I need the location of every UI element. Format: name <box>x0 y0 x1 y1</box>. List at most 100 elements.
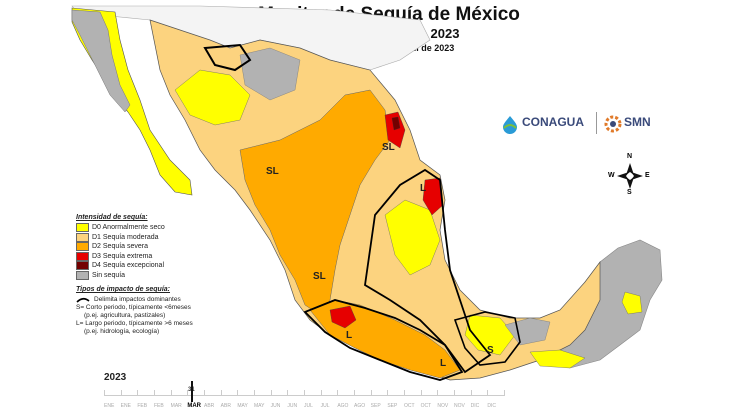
region-label: L <box>420 183 427 194</box>
timeline-month[interactable]: FEB <box>154 403 164 409</box>
timeline-month[interactable]: SEP <box>387 403 398 409</box>
short-term-line2: (p.ej. agricultura, pastizales) <box>84 312 166 319</box>
timeline-tick <box>337 390 339 396</box>
d0-yucatan <box>621 291 643 315</box>
timeline-month[interactable]: ABR <box>204 403 215 409</box>
d2-interior-area <box>239 89 391 316</box>
timeline-tick <box>187 390 189 396</box>
compass-w: W <box>608 172 615 179</box>
timeline-month[interactable]: ENE <box>104 403 115 409</box>
impact-boundary-l-east <box>364 168 492 374</box>
timeline-month[interactable]: MAR <box>187 403 201 409</box>
legend-label: D1 Sequía moderada <box>92 233 159 241</box>
timeline-month[interactable]: MAY <box>237 403 248 409</box>
d4-tamaulipas <box>391 116 401 131</box>
smn-wordmark: SMN <box>624 115 651 129</box>
timeline-month[interactable]: MAY <box>254 403 265 409</box>
timeline-tick <box>404 390 405 396</box>
legend-item: Sin sequía <box>76 270 266 281</box>
timeline-tick <box>204 390 205 396</box>
timeline-month[interactable]: AGO <box>354 403 366 409</box>
timeline-tick <box>137 390 139 396</box>
compass-s: S <box>627 189 632 196</box>
impact-boundary-s <box>453 311 521 366</box>
region-label: S <box>487 345 494 356</box>
timeline-tick <box>237 390 239 396</box>
legend-swatch <box>76 242 89 252</box>
timeline-month[interactable]: NOV <box>454 403 465 409</box>
legend-item: D3 Sequía extrema <box>76 251 266 262</box>
smn-gear-icon <box>604 115 622 133</box>
legend-label: D4 Sequía excepcional <box>92 262 164 270</box>
timeline-month[interactable]: FEB <box>137 403 148 409</box>
d0-northwest <box>174 69 251 126</box>
timeline-year: 2023 <box>104 372 127 383</box>
timeline-month[interactable]: SEP <box>370 403 381 409</box>
legend-swatch <box>76 261 89 271</box>
timeline-tick <box>354 390 355 396</box>
timeline-month[interactable]: JUN <box>270 403 281 409</box>
timeline-tick <box>154 390 155 396</box>
legend-label: D0 Anormalmente seco <box>92 224 165 232</box>
timeline-tick <box>220 390 222 396</box>
grey-sonora <box>239 47 301 101</box>
legend-swatch <box>76 232 89 242</box>
legend-label: D2 Sequía severa <box>92 243 149 251</box>
timeline-tick <box>170 390 172 396</box>
timeline-month[interactable]: AGO <box>337 403 349 409</box>
timeline-marker[interactable] <box>191 381 193 402</box>
compass-n: N <box>627 153 633 160</box>
legend-swatch <box>76 223 89 233</box>
timeline-month[interactable]: OCT <box>404 403 415 409</box>
timeline-month[interactable]: JUL <box>304 403 313 409</box>
baja-sin-sequia <box>71 9 131 113</box>
d3-michoacan <box>329 305 357 329</box>
legend-label: Sin sequía <box>92 271 126 279</box>
timeline-tick <box>304 390 305 396</box>
timeline-month[interactable]: OCT <box>420 403 432 409</box>
impact-boundary-sl <box>203 43 252 72</box>
timeline-months: ENE ENE FEB FEB MAR MAR ABR ABR MAY MAY JUN JUN JUL J… <box>104 403 504 412</box>
impact-legend-heading: Tipos de impacto de sequía: <box>76 286 171 293</box>
timeline-tick <box>254 390 255 396</box>
timeline-month[interactable]: NOV <box>437 403 449 409</box>
smn-logo: SMN <box>604 112 674 136</box>
timeline-month[interactable]: ABR <box>220 403 231 409</box>
timeline-tick <box>120 390 122 396</box>
impact-boundary-south <box>303 299 464 381</box>
timeline-tick <box>504 390 505 396</box>
timeline-month[interactable]: JUN <box>287 403 298 409</box>
region-label: SL <box>266 166 279 177</box>
timeline-tick <box>370 390 372 396</box>
timeline-month[interactable]: DIC <box>470 403 480 409</box>
timeline-month[interactable]: JUL <box>320 403 330 409</box>
region-label: SL <box>382 142 395 153</box>
timeline-tick <box>287 390 289 396</box>
timeline-tick <box>437 390 439 396</box>
impact-legend: Tipos de impacto de sequía: Delimita imp… <box>76 286 276 336</box>
timeline-month[interactable]: ENE <box>120 403 131 409</box>
legend-item: D1 Sequía moderada <box>76 232 266 243</box>
long-term-line1: L= Largo periodo, típicamente >6 meses <box>76 320 193 327</box>
d0-chiapas <box>529 349 586 369</box>
timeline-month[interactable]: MAR <box>170 403 182 409</box>
legend-item: D4 Sequía excepcional <box>76 261 266 271</box>
legend-swatch <box>76 270 89 280</box>
compass-rose-icon <box>617 163 643 189</box>
d0-central <box>384 199 441 276</box>
d0-south <box>464 314 516 356</box>
timeline-tick <box>454 390 455 396</box>
logo-divider <box>596 112 597 134</box>
timeline-month[interactable]: DIC <box>487 403 496 409</box>
region-label: SL <box>313 271 326 282</box>
timeline-tick <box>487 390 489 396</box>
intensity-legend: Intensidad de sequía: D0 Anormalmente se… <box>76 214 266 280</box>
d3-tamaulipas-north <box>384 111 406 149</box>
delimit-row: Delimita impactos dominantes <box>76 296 276 304</box>
long-term-line2: (p.ej. hidrología, ecología) <box>84 328 160 335</box>
timeline-tick <box>104 390 105 396</box>
timeline-tick <box>420 390 422 396</box>
legend-label: D3 Sequía extrema <box>92 252 153 260</box>
